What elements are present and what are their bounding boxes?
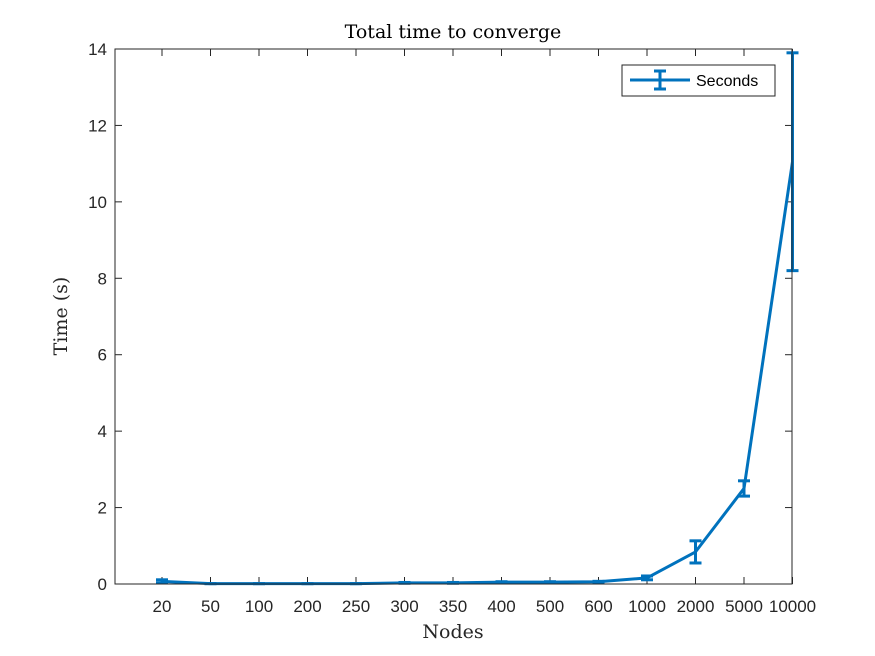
x-tick-label: 300: [390, 597, 418, 616]
x-tick-label: 400: [487, 597, 515, 616]
x-tick-label: 500: [536, 597, 564, 616]
x-tick-label: 2000: [677, 597, 715, 616]
chart-title: Total time to converge: [345, 21, 562, 43]
axis-ticks: 0 2 4 6 8 10 12 14 20 50 100 200 250 300 350 400 500 600 1…: [88, 40, 816, 616]
x-tick-label: 5000: [725, 597, 763, 616]
x-tick-label: 100: [245, 597, 273, 616]
x-tick-label: 10000: [769, 597, 816, 616]
x-tick-label: 250: [342, 597, 370, 616]
error-bar: [495, 580, 508, 584]
x-tick-label: 200: [293, 597, 321, 616]
y-tick-label: 4: [98, 422, 107, 441]
y-tick-label: 6: [98, 346, 107, 365]
y-tick-label: 2: [98, 499, 107, 518]
y-tick-label: 14: [88, 40, 107, 59]
legend: Seconds: [621, 64, 776, 97]
error-bar: [156, 578, 168, 585]
y-tick-label: 0: [98, 575, 107, 594]
y-tick-label: 8: [98, 269, 107, 288]
error-bar: [447, 580, 459, 585]
x-tick-label: 20: [153, 597, 172, 616]
plot-area: [115, 49, 792, 584]
x-tick-label: 600: [584, 597, 612, 616]
plot-frame: [114, 48, 793, 585]
y-tick-label: 12: [88, 116, 107, 135]
x-tick-label: 1000: [628, 597, 666, 616]
y-axis-label: Time (s): [50, 277, 72, 356]
error-bar: [544, 580, 556, 584]
error-bar: [592, 579, 605, 584]
error-bar: [738, 479, 750, 498]
legend-label-seconds: Seconds: [696, 73, 758, 90]
error-bar: [689, 539, 702, 565]
y-tick-label: 10: [88, 193, 107, 212]
error-bar: [398, 580, 411, 585]
x-axis-label: Nodes: [422, 621, 483, 643]
x-tick-label: 350: [439, 597, 467, 616]
x-tick-label: 50: [201, 597, 220, 616]
error-bar: [641, 574, 653, 582]
